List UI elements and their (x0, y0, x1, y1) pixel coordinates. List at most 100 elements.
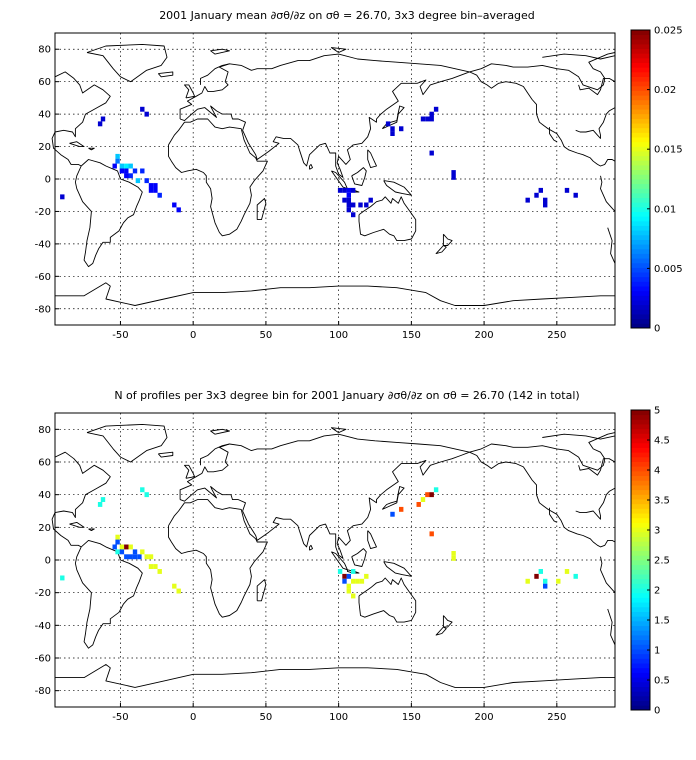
colorbar-segment (631, 681, 650, 687)
data-cell (425, 116, 430, 122)
data-cell (534, 192, 539, 198)
coastline (358, 577, 417, 623)
data-cell (97, 121, 103, 127)
colorbar-segment (631, 179, 650, 185)
colorbar-segment (631, 635, 650, 641)
data-cell (115, 158, 120, 164)
data-cell (132, 168, 138, 174)
data-cell (425, 492, 430, 498)
data-cell (144, 178, 149, 184)
data-cell (157, 192, 162, 198)
data-cell (564, 569, 570, 574)
colorbar-segment (631, 262, 650, 268)
data-cell (351, 212, 356, 218)
colorbar-segment (631, 602, 650, 608)
colorbar-segment (631, 644, 650, 650)
x-tick-label: 150 (402, 712, 421, 723)
colorbar-segment (631, 419, 650, 425)
y-tick-label: 40 (38, 490, 51, 501)
colorbar-segment (631, 169, 650, 175)
colorbar-segment (631, 658, 650, 664)
colorbar-segment (631, 475, 650, 481)
colorbar-segment (631, 517, 650, 523)
data-cell (140, 487, 145, 493)
data-cell (100, 497, 106, 502)
colorbar-tick-label: 3 (654, 526, 660, 537)
data-cell (135, 178, 141, 184)
coastline (381, 105, 405, 130)
colorbar-segment (631, 667, 650, 673)
data-cell (364, 573, 369, 579)
coastline (69, 141, 85, 148)
data-cell (97, 502, 103, 507)
colorbar-segment (631, 611, 650, 617)
colorbar-segment (631, 244, 650, 250)
colorbar-segment (631, 606, 650, 612)
data-cell (351, 187, 356, 193)
colorbar-segment (631, 620, 650, 627)
colorbar-tick-label: 4.5 (654, 436, 670, 447)
colorbar-segment (631, 206, 650, 212)
colorbar-tick-label: 0.025 (654, 26, 683, 37)
coastline (331, 551, 348, 571)
data-cell (140, 168, 145, 174)
data-cell (390, 131, 395, 136)
colorbar-segment (631, 653, 650, 659)
coastline (367, 530, 377, 550)
colorbar-segment (631, 503, 650, 509)
coastline (435, 245, 447, 255)
colorbar-frame (630, 29, 651, 329)
colorbar-tick-label: 2.5 (654, 556, 670, 567)
colorbar-segment (631, 438, 650, 444)
data-cell (128, 554, 133, 560)
coastline (549, 127, 558, 143)
colorbar-segment (631, 253, 650, 259)
data-cell (564, 187, 570, 193)
data-cell (140, 549, 145, 555)
data-cell (137, 554, 142, 560)
coastline (351, 548, 367, 567)
coastline (469, 432, 616, 471)
panel-1: 2001 January mean ∂σθ/∂z on σθ = 26.70, … (35, 9, 683, 341)
coastline (330, 47, 347, 53)
y-tick-label: -80 (35, 686, 51, 697)
colorbar-segment (631, 248, 650, 254)
colorbar-segment (631, 480, 650, 486)
data-cell (157, 569, 162, 574)
colorbar-segment (631, 663, 650, 669)
data-cell (148, 183, 154, 188)
colorbar-segment (631, 304, 650, 310)
data-cell (351, 569, 356, 574)
data-cell (132, 549, 138, 555)
data-cell (390, 126, 395, 132)
colorbar-segment (631, 151, 650, 157)
colorbar-segment (631, 592, 650, 598)
colorbar-segment (631, 672, 650, 678)
coastline (575, 107, 616, 139)
colorbar-segment (631, 569, 650, 575)
colorbar-segment (631, 452, 650, 458)
coastline (69, 521, 85, 528)
data-cell (399, 506, 404, 512)
y-tick-label: 80 (38, 45, 51, 56)
colorbar-segment (631, 447, 650, 453)
coastline (51, 451, 111, 548)
data-cell (358, 202, 363, 208)
colorbar-segment (631, 527, 650, 533)
colorbar-segment (631, 625, 650, 631)
colorbar-segment (631, 597, 650, 603)
x-tick-label: 200 (475, 712, 494, 723)
data-cell (124, 173, 129, 179)
colorbar-segment (631, 705, 650, 711)
data-cell (429, 116, 434, 122)
colorbar-segment (631, 630, 650, 636)
x-tick-label: 250 (547, 712, 566, 723)
colorbar-segment (631, 127, 650, 133)
colorbar-segment (631, 48, 650, 54)
colorbar-segment (631, 281, 650, 287)
data-cell (346, 202, 351, 208)
colorbar-tick-label: 5 (654, 406, 660, 417)
data-cell (144, 554, 149, 560)
coastline (74, 159, 143, 268)
colorbar-segment (631, 123, 650, 129)
